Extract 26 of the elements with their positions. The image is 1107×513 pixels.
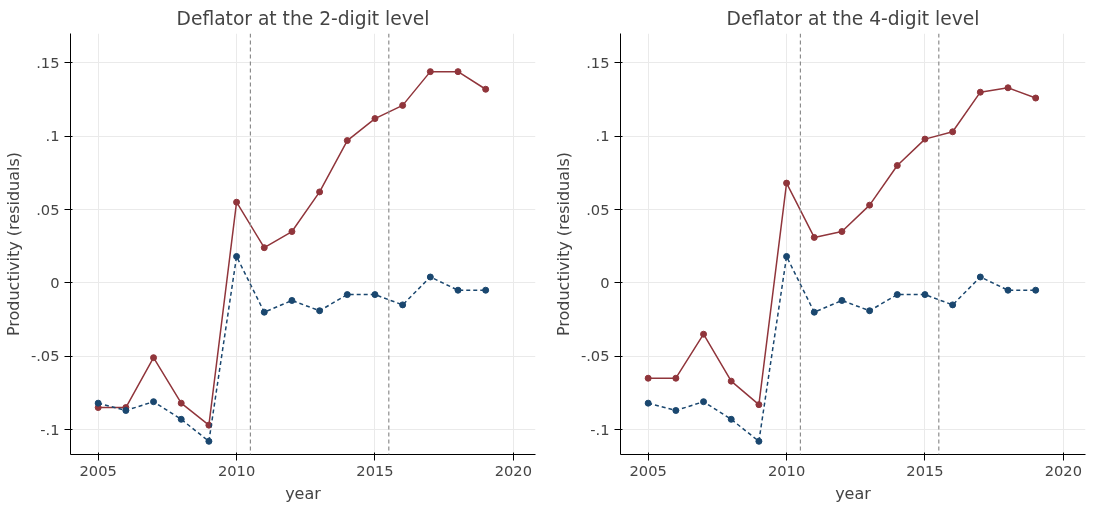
y-tick-label: -.05 bbox=[580, 347, 610, 365]
x-axis-title: year bbox=[285, 483, 322, 503]
x-tick-label: 2005 bbox=[629, 461, 667, 479]
chart-title: Deflator at the 4-digit level bbox=[726, 7, 980, 29]
chart-title: Deflator at the 2-digit level bbox=[176, 7, 430, 29]
y-tick-label: -.1 bbox=[40, 420, 60, 438]
y-tick-label: .15 bbox=[586, 53, 610, 71]
x-tick-label: 2010 bbox=[767, 461, 806, 479]
x-axis-title: year bbox=[835, 483, 872, 503]
y-tick-label: 0 bbox=[600, 273, 610, 291]
x-tick-label: 2020 bbox=[494, 461, 533, 479]
y-tick-label: 0 bbox=[50, 273, 60, 291]
y-tick-label: .15 bbox=[36, 53, 60, 71]
y-tick-label: .1 bbox=[595, 127, 610, 145]
y-axis-title: Productivity (residuals) bbox=[3, 151, 23, 337]
x-tick-label: 2005 bbox=[79, 461, 117, 479]
y-tick-label: .05 bbox=[586, 200, 610, 218]
y-tick-label: -.1 bbox=[590, 420, 610, 438]
y-tick-label: .05 bbox=[36, 200, 60, 218]
x-tick-label: 2010 bbox=[217, 461, 256, 479]
y-tick-label: -.05 bbox=[30, 347, 60, 365]
x-tick-label: 2015 bbox=[356, 461, 394, 479]
y-axis-title: Productivity (residuals) bbox=[553, 151, 573, 337]
x-tick-label: 2015 bbox=[906, 461, 944, 479]
x-tick-label: 2020 bbox=[1044, 461, 1083, 479]
y-tick-label: .1 bbox=[45, 127, 60, 145]
